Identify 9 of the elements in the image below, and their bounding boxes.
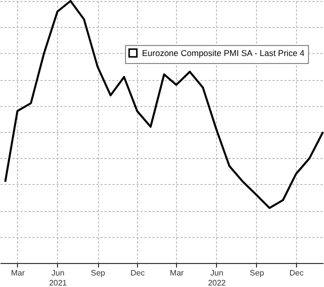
legend-label: Eurozone Composite PMI SA - Last Price 4 [142, 48, 305, 58]
x-tick-label: Jun 2022 [208, 268, 226, 287]
x-tick-label: Sep [250, 268, 265, 278]
x-tick-label: Dec [130, 268, 145, 278]
x-tick-label: Jun 2021 [49, 268, 68, 287]
x-tick-label: Mar [11, 268, 26, 278]
x-tick-label: Mar [170, 268, 184, 278]
x-tick-label: Dec [289, 268, 304, 278]
x-tick-label: Sep [90, 268, 106, 278]
